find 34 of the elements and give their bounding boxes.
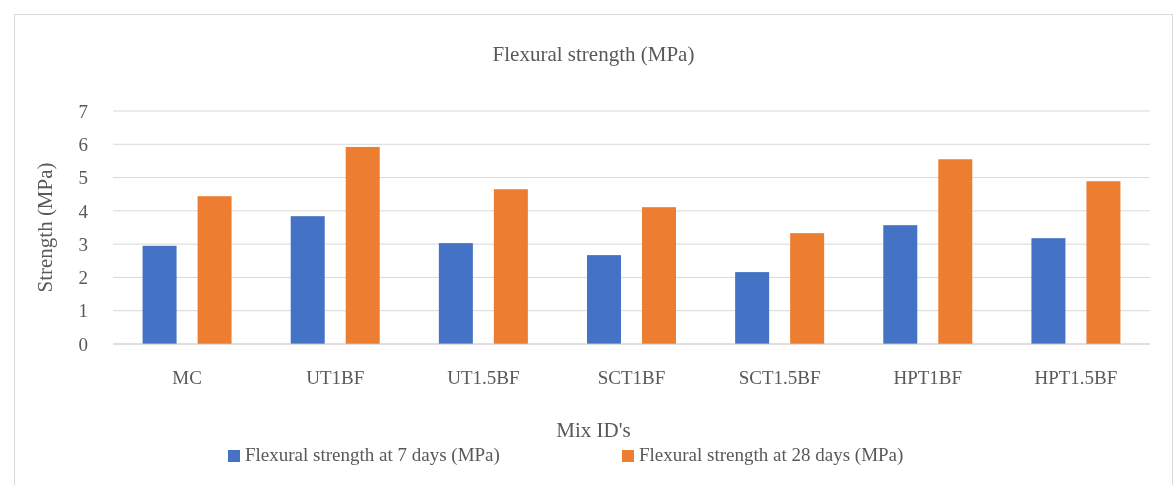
bar <box>642 207 676 344</box>
y-tick-label: 5 <box>78 167 88 189</box>
bar <box>938 159 973 344</box>
legend-label: Flexural strength at 7 days (MPa) <box>245 444 500 466</box>
y-tick-label: 4 <box>78 200 89 222</box>
x-tick-label: UT1.5BF <box>447 367 520 388</box>
bar <box>438 243 473 344</box>
x-tick-label: SCT1.5BF <box>738 367 821 388</box>
bar <box>345 146 380 344</box>
x-tick-label: HPT1BF <box>893 367 963 388</box>
x-tick-label: HPT1.5BF <box>1034 367 1118 388</box>
x-tick-label: MC <box>172 367 202 388</box>
y-tick-label: 7 <box>78 100 88 122</box>
y-axis-title: Strength (MPa) <box>33 162 57 293</box>
bar <box>1031 238 1066 344</box>
legend-label: Flexural strength at 28 days (MPa) <box>639 444 904 466</box>
y-tick-label: 2 <box>78 267 88 289</box>
x-tick-label: SCT1BF <box>597 367 666 388</box>
y-tick-label: 3 <box>78 233 88 255</box>
x-axis-title: Mix ID's <box>556 418 631 442</box>
bar <box>735 272 770 344</box>
bar <box>142 245 177 344</box>
bar <box>1086 181 1121 344</box>
chart-title: Flexural strength (MPa) <box>492 42 695 66</box>
bar <box>790 233 825 344</box>
bar <box>197 196 232 344</box>
y-tick-label: 6 <box>78 133 88 155</box>
bar <box>290 216 325 344</box>
x-tick-label: UT1BF <box>306 367 365 388</box>
bar <box>587 255 621 344</box>
y-tick-label: 1 <box>78 300 88 322</box>
bar <box>883 225 918 344</box>
y-tick-label: 0 <box>78 333 88 355</box>
bar <box>493 189 528 344</box>
